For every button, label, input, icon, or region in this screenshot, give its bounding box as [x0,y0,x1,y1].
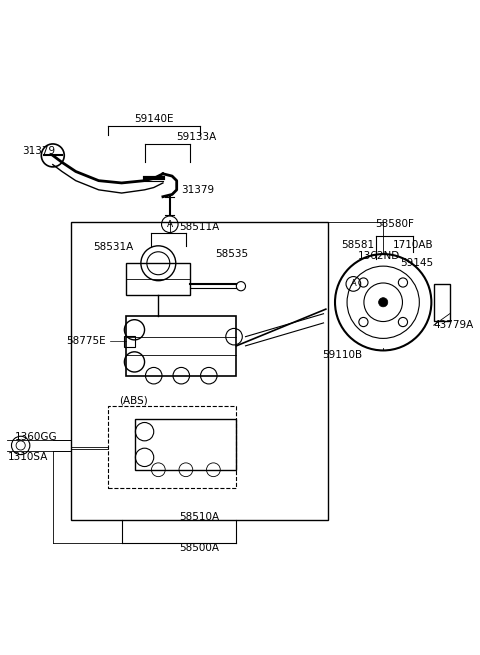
Text: 1710AB: 1710AB [393,240,433,250]
Text: 58581: 58581 [341,240,374,250]
Bar [135,419,236,470]
Text: (ABS): (ABS) [119,396,147,406]
Text: 58510A: 58510A [180,512,220,521]
Text: 59140E: 59140E [134,114,173,124]
Text: 58580F: 58580F [375,219,414,229]
Text: 1310SA: 1310SA [8,452,48,462]
Text: 59145: 59145 [400,258,433,269]
Bar [126,316,236,376]
Bar [124,336,135,346]
Text: 58775E: 58775E [66,336,106,346]
Text: 1360GG: 1360GG [15,432,58,441]
Text: A: A [167,219,173,229]
Text: 58511A: 58511A [180,221,220,232]
Bar [71,222,328,520]
Text: A: A [350,280,356,288]
Text: 31379: 31379 [23,146,56,156]
Circle shape [379,297,388,307]
Text: 43779A: 43779A [433,320,474,330]
Text: 58500A: 58500A [180,543,220,553]
Text: 58535: 58535 [215,249,248,259]
Text: 31379: 31379 [181,185,215,195]
Text: 1362ND: 1362ND [358,252,400,261]
Text: 59133A: 59133A [177,132,217,142]
Text: 59110B: 59110B [322,350,362,360]
Text: 58531A: 58531A [93,242,133,252]
